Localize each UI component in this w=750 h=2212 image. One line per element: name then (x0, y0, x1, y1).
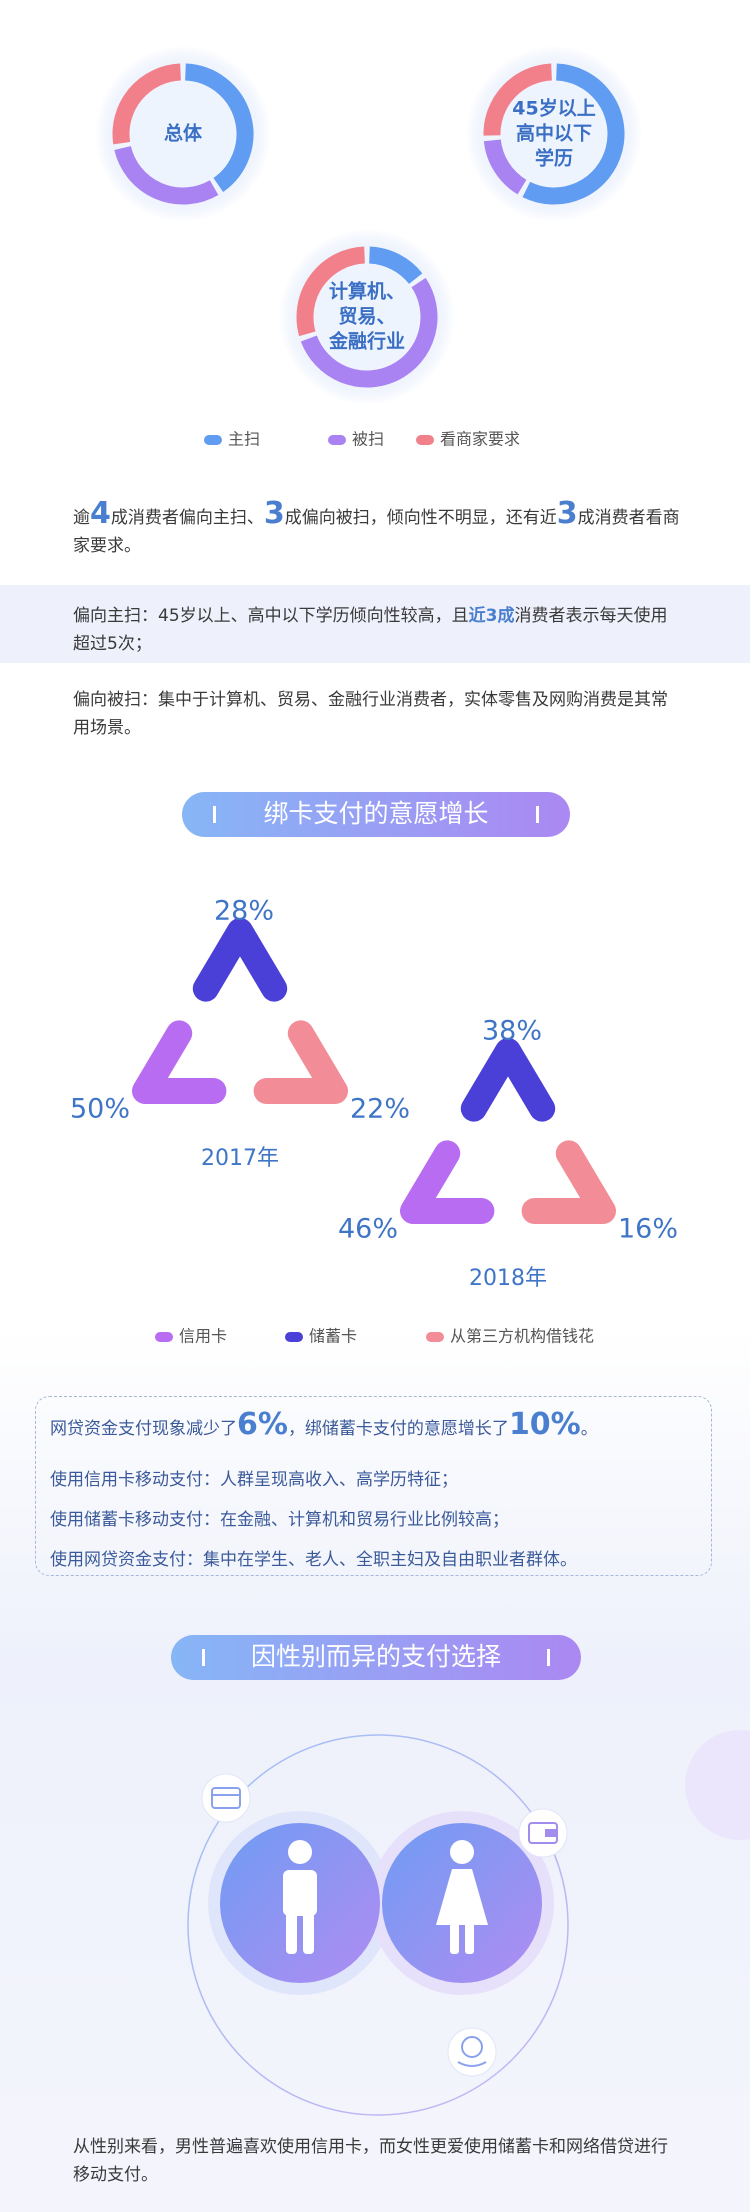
legend-swatch (285, 1332, 303, 1342)
value-label: 22% (350, 1094, 410, 1125)
box-headline: 网贷资金支付现象减少了6%，绑储蓄卡支付的意愿增长了10%。 (50, 1410, 710, 1443)
section-pill (171, 1635, 581, 1680)
donut-label: 高中以下 (516, 122, 592, 145)
text-run: 消费者表示每天使用超过5次； (73, 606, 668, 654)
legend-label: 信用卡 (179, 1327, 227, 1346)
donut-segment (184, 63, 254, 192)
coin-icon (447, 2027, 497, 2077)
outer-ring (187, 1734, 569, 2116)
donut-segment (483, 139, 527, 195)
section-title: 因性别而异的支付选择 (251, 1642, 501, 1671)
pill-bar (547, 1649, 550, 1666)
donut-inner (502, 82, 606, 186)
legend-label: 从第三方机构借钱花 (450, 1327, 594, 1346)
legend-label: 看商家要求 (440, 430, 520, 449)
text-run: 偏向主扫：45岁以上、高中以下学历倾向性较高，且 (73, 606, 469, 626)
text-run: 成偏向被扫，倾向性不明显，还有近 (284, 508, 557, 528)
male-icon (283, 1840, 317, 1954)
text-run: 从性别来看，男性普遍喜欢使用信用卡，而女性更爱使用储蓄卡和网络借贷进行移动支付。 (73, 2137, 668, 2185)
box-line: 使用信用卡移动支付：人群呈现高收入、高学历特征； (50, 1466, 710, 1494)
text-run: 。 (580, 1419, 598, 1439)
donut-segment (483, 63, 553, 136)
gender-text: 从性别来看，男性普遍喜欢使用信用卡，而女性更爱使用储蓄卡和网络借贷进行移动支付。 (73, 2133, 683, 2189)
legend-swatch (416, 435, 434, 445)
triangle-arm (253, 1020, 348, 1104)
value-label: 38% (482, 1016, 542, 1047)
value-label: 46% (338, 1214, 398, 1245)
text-run: 使用储蓄卡移动支付：在金融、计算机和贸易行业比例较高； (50, 1510, 509, 1530)
donut-segment (300, 277, 438, 388)
value-label: 16% (618, 1214, 678, 1245)
summary-box (35, 1396, 712, 1576)
text-run: 成消费者偏向主扫、 (110, 508, 264, 528)
value-label: 50% (70, 1094, 130, 1125)
legend-swatch (426, 1332, 444, 1342)
text-run: 近3成 (468, 606, 515, 626)
legend-label: 储蓄卡 (309, 1327, 357, 1346)
summary-text: 逾4成消费者偏向主扫、3成偏向被扫，倾向性不明显，还有近3成消费者看商家要求。 (73, 499, 683, 560)
year-label: 2018年 (469, 1266, 547, 1291)
donut-segment (522, 63, 625, 205)
note-band (0, 585, 750, 663)
triangle-arm (132, 1020, 227, 1104)
note-text: 偏向主扫：45岁以上、高中以下学历倾向性较高，且近3成消费者表示每天使用超过5次… (73, 602, 673, 658)
legend-swatch (204, 435, 222, 445)
text-run: 10% (508, 1407, 581, 1442)
pill-bar (536, 806, 539, 823)
donut-inner (315, 265, 419, 369)
pill-bar (202, 1649, 205, 1666)
donut-label: 计算机、 (329, 280, 405, 303)
donut-label: 贸易、 (338, 305, 395, 328)
note-text: 偏向被扫：集中于计算机、贸易、金融行业消费者，实体零售及网购消费是其常用场景。 (73, 686, 673, 742)
donut-label: 金融行业 (328, 330, 405, 353)
box-line: 使用储蓄卡移动支付：在金融、计算机和贸易行业比例较高； (50, 1506, 710, 1534)
donut-segment (296, 246, 366, 337)
triangle-arm (192, 918, 288, 1002)
triangle-arm (460, 1038, 556, 1122)
donut-segment (112, 63, 182, 145)
donut-segment (114, 145, 219, 205)
legend-swatch (155, 1332, 173, 1342)
triangle-arm (521, 1140, 616, 1224)
text-run: 逾 (73, 508, 90, 528)
triangle-arm (400, 1140, 495, 1224)
deco-circle (685, 1730, 750, 1840)
donut-segment (368, 246, 423, 285)
section-title: 绑卡支付的意愿增长 (263, 799, 488, 828)
box-line: 使用网贷资金支付：集中在学生、老人、全职主妇及自由职业者群体。 (50, 1546, 710, 1574)
legend-swatch (328, 435, 346, 445)
text-run: 4 (90, 496, 111, 531)
donut-inner (131, 82, 235, 186)
text-run: 网贷资金支付现象减少了 (50, 1419, 237, 1439)
text-run: 使用网贷资金支付：集中在学生、老人、全职主妇及自由职业者群体。 (50, 1550, 577, 1570)
legend-label: 被扫 (352, 430, 384, 449)
text-run: 使用信用卡移动支付：人群呈现高收入、高学历特征； (50, 1470, 458, 1490)
text-run: 6% (237, 1407, 288, 1442)
year-label: 2017年 (201, 1146, 279, 1171)
text-run: ，绑储蓄卡支付的意愿增长了 (287, 1419, 509, 1439)
text-run: 成消费者看商家要求。 (73, 508, 680, 556)
text-run: 3 (263, 496, 285, 531)
section-pill (182, 792, 570, 837)
card-icon (201, 1773, 251, 1823)
donut-label: 学历 (535, 147, 573, 170)
pill-bar (213, 806, 216, 823)
legend-label: 主扫 (228, 430, 260, 449)
text-run: 偏向被扫：集中于计算机、贸易、金融行业消费者，实体零售及网购消费是其常用场景。 (73, 690, 668, 738)
text-run: 3 (556, 496, 578, 531)
female-icon (436, 1840, 488, 1954)
value-label: 28% (214, 896, 274, 927)
wallet-icon (518, 1808, 568, 1858)
donut-label: 总体 (164, 122, 203, 145)
donut-label: 45岁以上 (512, 97, 595, 120)
